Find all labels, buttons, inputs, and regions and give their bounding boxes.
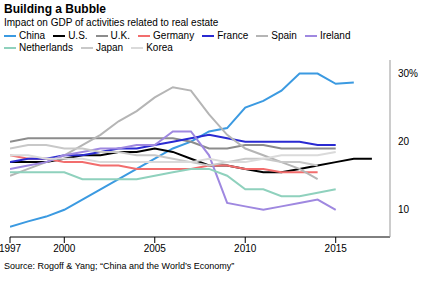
svg-text:1997: 1997 bbox=[8, 243, 22, 254]
html-text:Building a Bubble: Building a Bubble bbox=[4, 2, 106, 16]
html-text:Ireland: Ireland bbox=[319, 30, 351, 41]
html-text:Netherlands: Netherlands bbox=[19, 42, 73, 53]
svg-text:2015: 2015 bbox=[325, 243, 348, 254]
html-text:Spain: Spain bbox=[271, 30, 297, 41]
html-text:China: China bbox=[19, 30, 46, 41]
html-text:U.K.: U.K. bbox=[110, 30, 130, 41]
html-text:U.S.: U.S. bbox=[68, 30, 88, 41]
svg-text:10: 10 bbox=[398, 204, 410, 215]
svg-text:2010: 2010 bbox=[234, 243, 257, 254]
html-text:Japan: Japan bbox=[95, 42, 124, 53]
svg-text:30%: 30% bbox=[398, 68, 418, 79]
svg-text:2000: 2000 bbox=[53, 243, 76, 254]
html-text:Impact on GDP of activities re: Impact on GDP of activities related to r… bbox=[4, 17, 219, 28]
html-text:Source: Rogoff & Yang; “China: Source: Rogoff & Yang; “China and the Wo… bbox=[4, 261, 235, 271]
html-text:Korea: Korea bbox=[146, 42, 173, 53]
svg-text:20: 20 bbox=[398, 136, 410, 147]
svg-text:2005: 2005 bbox=[144, 243, 167, 254]
html-text:Germany: Germany bbox=[153, 30, 195, 41]
html-text:France: France bbox=[217, 30, 249, 41]
